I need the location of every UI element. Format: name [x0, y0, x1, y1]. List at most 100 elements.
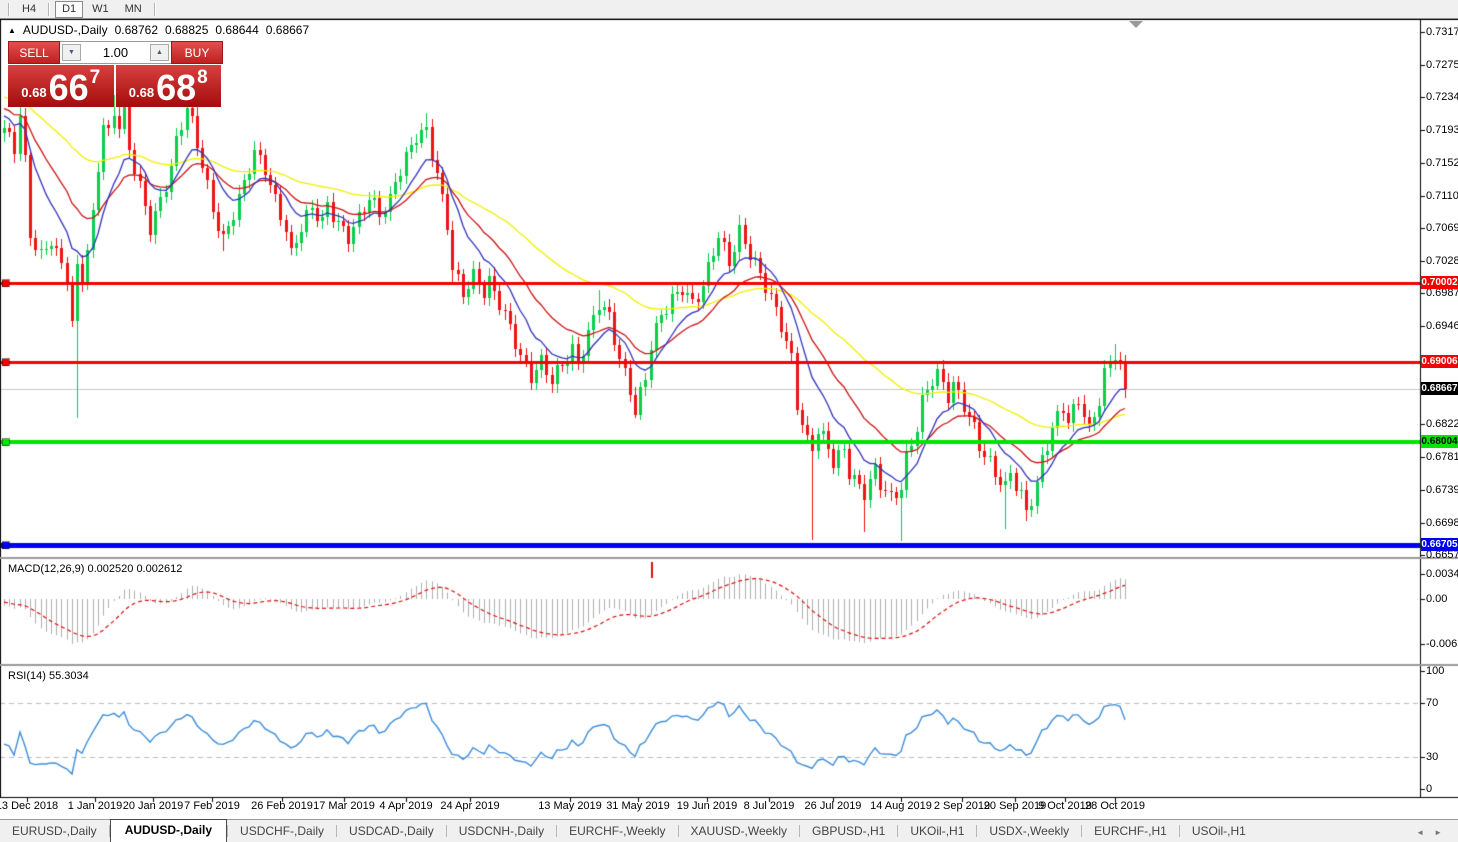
- hline-price-tag: 0.70002: [1421, 276, 1458, 289]
- rsi-axis-tick: 100: [1426, 665, 1445, 677]
- buy-button[interactable]: BUY: [171, 41, 223, 64]
- chart-tab-ukoil-h1[interactable]: UKOil-,H1: [910, 824, 965, 838]
- date-axis-label: 8 Jul 2019: [743, 800, 795, 812]
- date-axis-label: 24 Apr 2019: [440, 800, 500, 812]
- sell-price-box[interactable]: 0.68 66 7: [8, 65, 114, 107]
- chart-tab-audusd-daily[interactable]: AUDUSD-,Daily: [109, 819, 228, 842]
- chart-tab-usdcnh-daily[interactable]: USDCNH-,Daily: [458, 824, 545, 838]
- symbol-title: AUDUSD-,Daily: [22, 23, 108, 37]
- chart-tab-eurchf-h1[interactable]: EURCHF-,H1: [1094, 824, 1167, 838]
- macd-label: MACD(12,26,9): [8, 563, 85, 575]
- tab-separator: [976, 825, 978, 837]
- date-axis-label: 2 Sep 2019: [933, 800, 991, 812]
- timeframe-button-d1[interactable]: D1: [55, 0, 84, 18]
- price-chart-canvas[interactable]: [0, 19, 1458, 819]
- quote-open: 0.68762: [114, 23, 158, 37]
- sell-price-prefix: 0.68: [21, 85, 47, 100]
- quote-high: 0.68825: [165, 23, 209, 37]
- timeframe-button-h4[interactable]: H4: [22, 2, 37, 15]
- tab-scroll-left-icon[interactable]: ◄: [1416, 828, 1435, 837]
- chart-tab-usdchf-daily[interactable]: USDCHF-,Daily: [240, 824, 325, 838]
- date-axis-label: 26 Feb 2019: [251, 800, 313, 812]
- tab-separator: [897, 825, 899, 837]
- date-axis-label: 4 Apr 2019: [379, 800, 433, 812]
- rsi-label-line: RSI(14) 55.3034: [8, 670, 89, 682]
- macd-label-line: MACD(12,26,9) 0.002520 0.002612: [8, 563, 182, 575]
- date-axis-label: 26 Jul 2019: [804, 800, 862, 812]
- tab-separator: [108, 825, 110, 837]
- hline-price-tag: 0.66705: [1421, 537, 1458, 551]
- buy-price-pip: 8: [197, 67, 208, 88]
- chart-shift-marker-icon[interactable]: [1129, 21, 1143, 28]
- sell-price-big: 66: [48, 67, 89, 108]
- current-price-tag: 0.68667: [1421, 381, 1458, 395]
- date-axis-label: 17 Mar 2019: [313, 800, 375, 812]
- chevron-down-icon: ▼: [68, 49, 75, 56]
- buy-price-box[interactable]: 0.68 68 8: [115, 65, 221, 108]
- chart-tab-bar: EURUSD-,Daily AUDUSD-,Daily USDCHF-,Daily U…: [0, 819, 1458, 842]
- date-axis-label: 13 May 2019: [538, 800, 602, 812]
- volume-decrease-button[interactable]: ▼: [62, 44, 81, 61]
- tab-separator: [336, 825, 338, 837]
- tab-scroll-right-icon[interactable]: ►: [1434, 828, 1452, 837]
- sell-button[interactable]: SELL: [8, 41, 60, 64]
- symbol-info-line: ▲ AUDUSD-,Daily 0.68762 0.68825 0.68644 …: [8, 23, 309, 37]
- tab-separator: [677, 825, 679, 837]
- chevron-up-icon: ▲: [156, 49, 163, 56]
- chart-tab-xauusd-weekly[interactable]: XAUUSD-,Weekly: [690, 824, 787, 838]
- tab-separator: [1178, 825, 1180, 837]
- volume-increase-button[interactable]: ▲: [150, 44, 169, 61]
- toolbar-separator: [8, 2, 10, 16]
- symbol-marker-icon: ▲: [8, 25, 16, 35]
- macd-value-signal: 0.002612: [136, 563, 183, 575]
- date-axis-label: 28 Oct 2019: [1085, 800, 1145, 812]
- date-axis-label: 9 Oct 2019: [1038, 800, 1092, 812]
- tab-separator: [445, 825, 447, 837]
- rsi-axis-tick: 30: [1426, 751, 1439, 763]
- hline-price-tag: 0.69006: [1421, 355, 1458, 369]
- timeframe-button-mn[interactable]: MN: [124, 2, 142, 15]
- tab-separator: [799, 825, 800, 837]
- chart-tab-eurusd-daily[interactable]: EURUSD-,Daily: [12, 824, 97, 838]
- timeframe-button-w1[interactable]: W1: [92, 2, 109, 15]
- chart-tab-gbpusd-h1[interactable]: GBPUSD-,H1: [812, 824, 886, 838]
- chart-tab-usdcad-daily[interactable]: USDCAD-,Daily: [349, 824, 434, 838]
- date-axis-label: 1 Jan 2019: [67, 800, 123, 812]
- rsi-label: RSI(14): [8, 670, 46, 682]
- timeframe-toolbar: H4 D1 W1 MN: [0, 0, 1458, 19]
- chart-tab-usoil-h1[interactable]: USOil-,H1: [1191, 824, 1246, 838]
- chart-tab-usdx-weekly[interactable]: USDX-,Weekly: [989, 824, 1070, 838]
- date-axis-label: 31 May 2019: [606, 800, 670, 812]
- macd-axis-tick: 0.00: [1426, 593, 1448, 605]
- macd-axis-tick: -0.00637: [1426, 637, 1458, 650]
- rsi-axis-tick: 0: [1426, 783, 1433, 795]
- sell-price-pip: 7: [89, 67, 101, 88]
- tab-separator: [556, 825, 558, 837]
- date-axis-label: 20 Sep 2019: [983, 800, 1047, 812]
- one-click-trading-panel: SELL ▼ 1.00 ▲ BUY 0.68 66 7 0.68 68 8: [8, 41, 223, 107]
- date-axis-label: 19 Jun 2019: [676, 800, 738, 812]
- chart-tab-eurchf-weekly[interactable]: EURCHF-,Weekly: [569, 824, 666, 838]
- tab-scroll-arrows: ◄►: [1416, 828, 1452, 837]
- hline-price-tag: 0.68004: [1421, 434, 1458, 448]
- quote-low: 0.68644: [215, 23, 259, 37]
- tab-separator: [1081, 825, 1083, 837]
- macd-value-main: 0.002520: [87, 563, 134, 575]
- buy-price-big: 68: [156, 67, 197, 108]
- quote-close: 0.68667: [265, 23, 310, 37]
- volume-value[interactable]: 1.00: [102, 45, 129, 60]
- date-axis-label: 14 Aug 2019: [870, 800, 932, 812]
